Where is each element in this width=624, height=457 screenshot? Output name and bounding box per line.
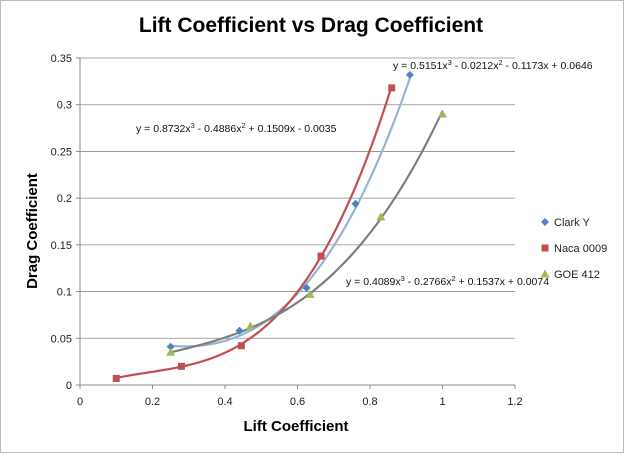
axes	[76, 57, 516, 389]
x-tick-label: 1	[439, 396, 445, 408]
legend-marker	[541, 244, 549, 252]
x-tick-label: 0.4	[217, 396, 232, 408]
data-point-clark-y	[235, 326, 244, 335]
y-tick-label: 0.3	[57, 100, 72, 112]
x-tick-label: 0	[77, 396, 83, 408]
data-points	[112, 70, 447, 382]
legend-entry: Clark Y	[554, 217, 591, 229]
data-point-naca-0009	[112, 374, 120, 382]
legend: Clark Y Naca 0009 GOE 412	[540, 217, 607, 281]
trendline-naca-0009	[116, 85, 393, 379]
legend-entry: GOE 412	[554, 269, 600, 281]
data-point-naca-0009	[388, 84, 396, 92]
y-tick-label: 0.05	[51, 333, 72, 345]
x-axis-label: Lift Coefficient	[244, 418, 349, 435]
data-point-goe-412	[245, 321, 255, 330]
data-point-clark-y	[302, 283, 311, 292]
x-tick-label: 1.2	[507, 396, 522, 408]
legend-marker	[540, 269, 550, 278]
x-tick-label: 0.2	[145, 396, 160, 408]
legend-marker	[541, 218, 549, 226]
y-tick-label: 0	[66, 380, 72, 392]
y-tick-label: 0.35	[51, 53, 72, 65]
trendline-equation-naca-0009: y = 0.8732x3 - 0.4886x2 + 0.1509x - 0.00…	[136, 121, 337, 136]
trendline-equation-clark-y: y = 0.5151x3 - 0.0212x2 - 0.1173x + 0.06…	[393, 58, 593, 73]
trendline-equation-goe-412: y = 0.4089x3 - 0.2766x2 + 0.1537x + 0.00…	[346, 274, 549, 289]
data-point-goe-412	[376, 212, 386, 221]
trendline-equations: y = 0.5151x3 - 0.0212x2 - 0.1173x + 0.06…	[136, 58, 593, 289]
data-point-goe-412	[438, 109, 447, 118]
tick-labels: 0 0.05 0.1 0.15 0.2 0.25 0.3 0.35 0 0.2 0.4 0.6 0.8 1…	[51, 53, 523, 408]
legend-entry: Naca 0009	[554, 243, 607, 255]
chart-title: Lift Coefficient vs Drag Coefficient	[139, 14, 483, 37]
gridlines	[80, 57, 515, 339]
data-point-naca-0009	[178, 362, 185, 370]
data-point-goe-412	[305, 289, 315, 298]
y-tick-label: 0.1	[57, 287, 72, 299]
x-tick-label: 0.6	[290, 396, 305, 408]
data-point-naca-0009	[237, 342, 245, 350]
y-tick-label: 0.15	[51, 240, 72, 252]
data-point-clark-y	[166, 342, 175, 351]
y-tick-label: 0.2	[57, 193, 72, 205]
data-point-naca-0009	[317, 252, 325, 260]
data-point-clark-y	[351, 199, 360, 208]
trendlines	[116, 77, 444, 379]
x-tick-label: 0.8	[362, 396, 377, 408]
data-point-clark-y	[405, 70, 414, 79]
data-point-goe-412	[166, 347, 176, 356]
trendline-goe-412	[170, 110, 444, 354]
y-tick-label: 0.25	[51, 146, 72, 158]
y-axis-label: Drag Coefficient	[24, 173, 41, 289]
